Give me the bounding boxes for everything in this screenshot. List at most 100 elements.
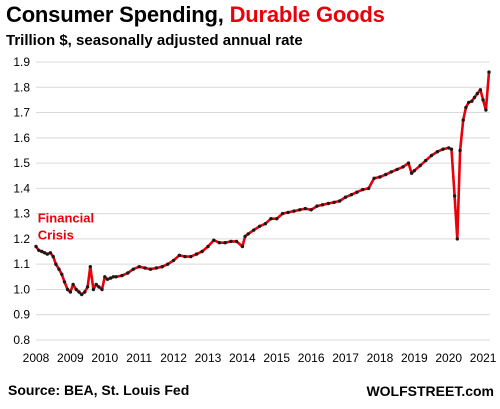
data-point	[286, 210, 290, 215]
data-point	[88, 265, 93, 269]
y-tick-label: 1.7	[13, 106, 30, 120]
data-point	[309, 208, 313, 212]
data-point	[338, 199, 342, 203]
data-point	[395, 167, 399, 172]
data-point	[412, 169, 416, 173]
data-point	[131, 267, 135, 271]
data-point	[143, 266, 147, 270]
x-tick-label: 2014	[229, 351, 256, 365]
data-point	[126, 271, 130, 275]
data-point	[303, 206, 307, 211]
data-point	[406, 161, 411, 165]
data-point	[100, 287, 104, 292]
data-point	[280, 211, 285, 216]
y-tick-label: 1.6	[13, 131, 30, 145]
data-point	[401, 165, 405, 169]
series-line	[34, 71, 491, 296]
data-point	[467, 100, 471, 105]
data-point	[105, 277, 110, 281]
data-point	[409, 171, 414, 175]
data-point	[435, 150, 440, 154]
data-point	[108, 276, 113, 280]
data-point	[223, 241, 227, 245]
data-point	[148, 267, 153, 271]
data-point	[154, 266, 159, 270]
y-tick-label: 0.8	[13, 333, 30, 347]
data-point	[366, 186, 371, 191]
data-point	[74, 287, 78, 292]
data-point	[452, 194, 457, 198]
data-point	[111, 275, 116, 279]
data-point	[51, 254, 55, 259]
data-point	[57, 267, 61, 271]
data-point	[234, 239, 239, 244]
y-axis-ticks: 0.8 0.9 1.0 1.1 1.2 1.3 1.4 1.5 1.6 1.7 1.8 1.9	[13, 55, 30, 347]
data-point	[378, 175, 382, 179]
y-tick-label: 1.0	[13, 282, 30, 296]
data-point	[315, 204, 319, 208]
data-point	[42, 251, 47, 255]
data-point	[160, 265, 164, 269]
y-tick-label: 1.4	[13, 181, 30, 195]
data-point	[269, 217, 273, 221]
data-point	[464, 105, 468, 110]
data-point	[252, 228, 256, 232]
series-durable-goods	[34, 70, 491, 297]
data-point	[332, 200, 336, 204]
x-tick-label: 2021	[470, 351, 497, 365]
data-point	[189, 254, 193, 259]
y-tick-label: 1.1	[13, 257, 30, 271]
data-point	[137, 265, 141, 269]
y-tick-label: 1.8	[13, 80, 30, 94]
data-point	[212, 238, 216, 242]
data-point	[389, 170, 393, 174]
data-point	[177, 253, 182, 257]
chart-title-main: Consumer Spending,	[6, 2, 224, 27]
data-point	[326, 201, 330, 206]
data-point	[349, 193, 354, 197]
data-point	[441, 147, 445, 151]
x-tick-label: 2018	[367, 351, 394, 365]
data-point	[246, 232, 250, 236]
data-point	[45, 252, 49, 256]
data-point	[429, 153, 434, 158]
data-point	[91, 287, 96, 292]
data-point	[257, 224, 262, 228]
data-point	[455, 237, 459, 241]
data-point	[484, 108, 488, 112]
data-point	[85, 285, 90, 289]
data-point	[103, 275, 107, 279]
x-tick-label: 2010	[91, 351, 118, 365]
data-point	[65, 287, 70, 292]
chart-subtitle: Trillion $, seasonally adjusted annual r…	[6, 32, 303, 49]
data-point	[71, 282, 75, 287]
x-tick-label: 2019	[401, 351, 428, 365]
data-point	[62, 280, 67, 284]
data-point	[60, 272, 64, 276]
data-point	[48, 251, 53, 255]
x-tick-label: 2011	[126, 351, 152, 365]
data-point	[320, 203, 325, 207]
data-point	[470, 99, 474, 103]
data-point	[263, 222, 268, 226]
data-point	[481, 98, 485, 102]
data-point	[292, 209, 296, 213]
source-note: Source: BEA, St. Louis Fed	[8, 382, 190, 398]
data-point	[40, 249, 44, 254]
data-point	[475, 91, 479, 96]
data-point	[343, 195, 348, 199]
x-tick-label: 2013	[195, 351, 222, 365]
data-point	[355, 190, 359, 194]
data-point	[478, 88, 483, 92]
data-point	[217, 241, 221, 245]
data-point	[206, 244, 210, 249]
data-point	[68, 290, 73, 294]
gridlines	[36, 61, 490, 341]
data-point	[54, 262, 58, 266]
chart-title-accent: Durable Goods	[229, 2, 385, 27]
data-point	[298, 208, 302, 212]
data-point	[94, 282, 98, 287]
y-tick-label: 0.9	[13, 308, 30, 322]
data-point	[240, 244, 245, 249]
brand-label: WOLFSTREET.com	[366, 383, 494, 399]
